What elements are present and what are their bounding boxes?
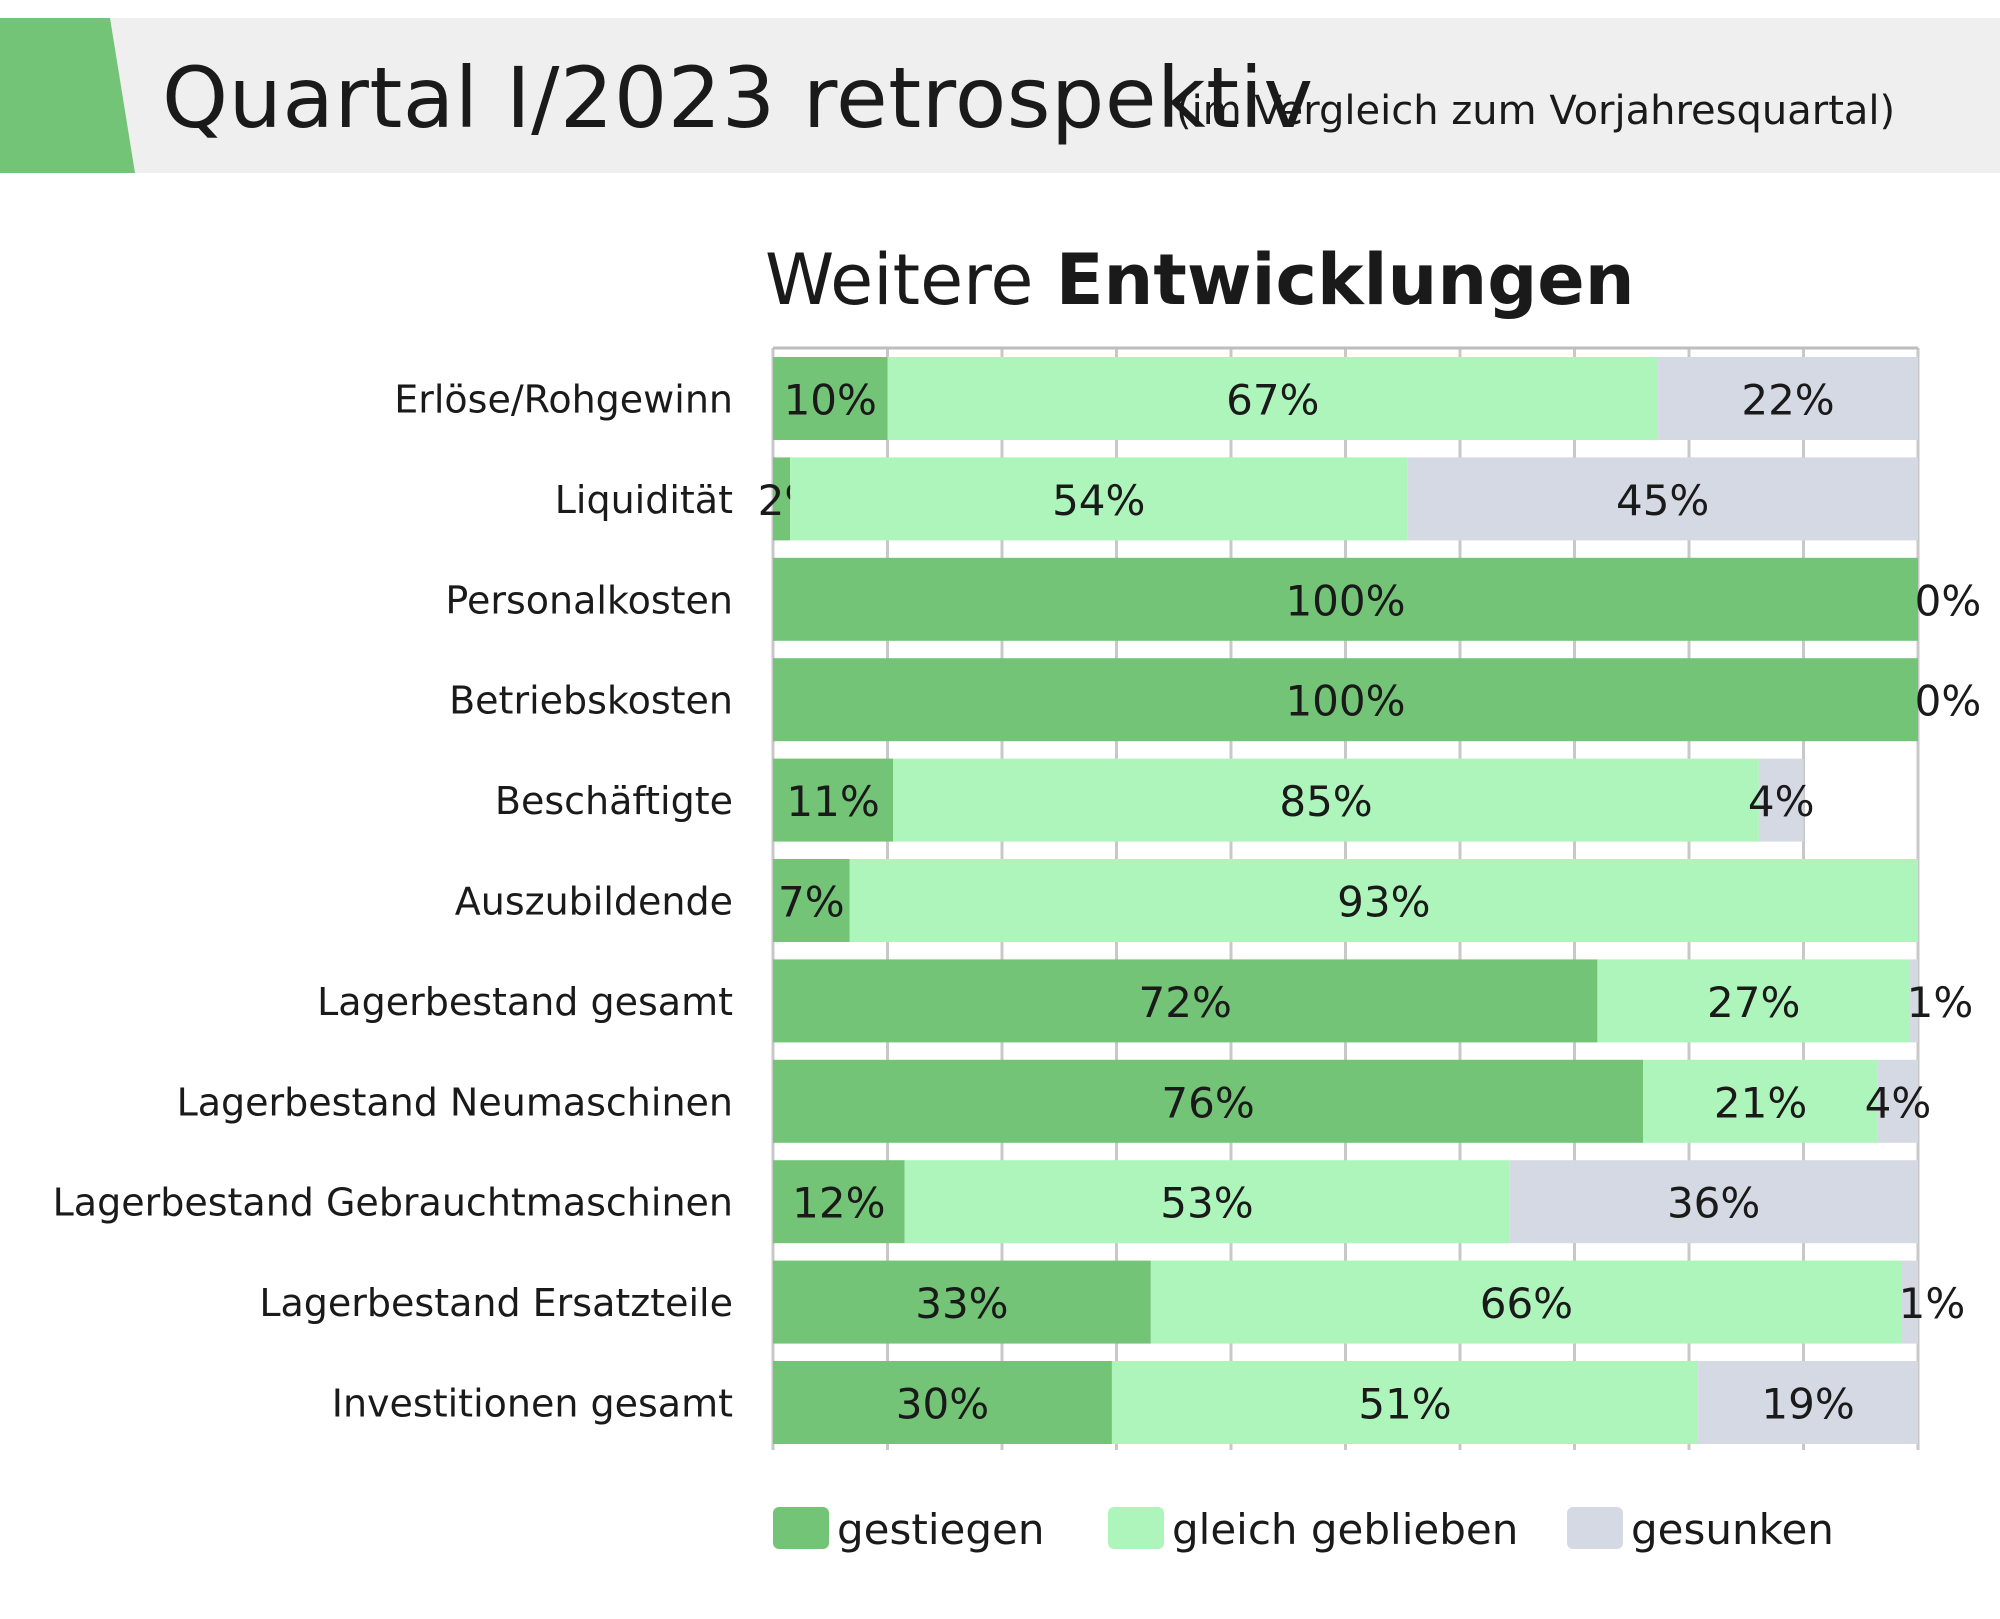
header-accent	[0, 18, 135, 173]
bar-gestiegen-lagerbestand-ersatzteile	[773, 1260, 1151, 1344]
legend-swatch-gesunken	[1567, 1507, 1623, 1549]
legend-label-gesunken: gesunken	[1631, 1505, 1834, 1554]
bar-gesunken-lagerbestand-ersatzteile	[1901, 1260, 1918, 1344]
category-label-lagerbestand-ersatzteile: Lagerbestand Ersatzteile	[259, 1281, 733, 1325]
bar-gestiegen-liquiditaet	[773, 457, 791, 541]
value-label-gleich-geblieben-lagerbestand-ersatzteile: 66%	[1480, 1279, 1573, 1328]
value-label-gestiegen-investitionen-gesamt: 30%	[896, 1380, 989, 1429]
bar-gesunken-beschaeftigte	[1758, 758, 1804, 842]
value-label-gestiegen-lagerbestand-ersatzteile: 33%	[915, 1279, 1008, 1328]
value-label-gestiegen-lagerbestand-neumaschinen: 76%	[1161, 1078, 1254, 1127]
category-label-personalkosten: Personalkosten	[445, 578, 733, 622]
category-label-liquiditaet: Liquidität	[555, 478, 733, 522]
value-label-gesunken-lagerbestand-gesamt: 1%	[1907, 978, 1974, 1027]
chart-title: Weitere Entwicklungen	[765, 235, 1635, 325]
legend-swatch-gleich-geblieben	[1108, 1507, 1164, 1549]
bar-gleich-geblieben-liquiditaet	[790, 457, 1408, 541]
value-label-gestiegen-erloese-rohgewinn: 10%	[784, 376, 877, 425]
bar-gestiegen-investitionen-gesamt	[773, 1361, 1112, 1444]
bar-gesunken-lagerbestand-neumaschinen	[1877, 1059, 1918, 1143]
value-label-gesunken-personalkosten: 0%	[1915, 576, 1982, 625]
bar-gestiegen-lagerbestand-neumaschinen	[773, 1059, 1644, 1143]
bar-gleich-geblieben-lagerbestand-neumaschinen	[1643, 1059, 1878, 1143]
value-label-gleich-geblieben-beschaeftigte: 85%	[1279, 777, 1372, 826]
category-label-beschaeftigte: Beschäftigte	[495, 779, 733, 823]
value-label-gesunken-lagerbestand-neumaschinen: 4%	[1865, 1078, 1932, 1127]
category-label-betriebskosten: Betriebskosten	[449, 679, 733, 723]
value-label-gleich-geblieben-liquiditaet: 54%	[1052, 476, 1145, 525]
bar-gesunken-liquiditaet	[1407, 457, 1918, 541]
value-label-gestiegen-betriebskosten: 100%	[1285, 677, 1405, 726]
bar-gestiegen-betriebskosten	[773, 658, 1918, 742]
page-subtitle: (im Vergleich zum Vorjahresquartal)	[1176, 88, 1896, 134]
value-label-gestiegen-lagerbestand-gebrauchtmaschinen: 12%	[792, 1179, 885, 1228]
value-label-gleich-geblieben-erloese-rohgewinn: 67%	[1226, 376, 1319, 425]
value-label-gesunken-lagerbestand-gebrauchtmaschinen: 36%	[1667, 1179, 1760, 1228]
bar-gleich-geblieben-lagerbestand-gebrauchtmaschinen	[904, 1160, 1510, 1244]
bar-gleich-geblieben-lagerbestand-ersatzteile	[1150, 1260, 1902, 1344]
bar-gestiegen-auszubildende	[773, 859, 850, 942]
category-label-lagerbestand-gesamt: Lagerbestand gesamt	[317, 980, 733, 1024]
value-label-gleich-geblieben-auszubildende: 93%	[1337, 878, 1430, 927]
bar-gesunken-lagerbestand-gebrauchtmaschinen	[1509, 1160, 1918, 1244]
value-label-gesunken-investitionen-gesamt: 19%	[1761, 1380, 1854, 1429]
bar-gesunken-erloese-rohgewinn	[1658, 357, 1918, 440]
value-label-gleich-geblieben-lagerbestand-neumaschinen: 21%	[1714, 1078, 1807, 1127]
legend-swatch-gestiegen	[773, 1507, 829, 1549]
bar-gleich-geblieben-erloese-rohgewinn	[887, 357, 1659, 440]
category-label-investitionen-gesamt: Investitionen gesamt	[332, 1382, 733, 1426]
bar-gleich-geblieben-investitionen-gesamt	[1111, 1361, 1699, 1444]
bar-gleich-geblieben-lagerbestand-gesamt	[1597, 959, 1910, 1043]
value-label-gestiegen-personalkosten: 100%	[1285, 576, 1405, 625]
value-label-gesunken-beschaeftigte: 4%	[1748, 777, 1815, 826]
value-label-gesunken-erloese-rohgewinn: 22%	[1741, 376, 1834, 425]
bar-gleich-geblieben-beschaeftigte	[893, 758, 1759, 842]
value-label-gestiegen-beschaeftigte: 11%	[786, 777, 879, 826]
bar-gestiegen-lagerbestand-gesamt	[773, 959, 1598, 1043]
bar-gleich-geblieben-auszubildende	[849, 859, 1918, 942]
value-label-gleich-geblieben-lagerbestand-gebrauchtmaschinen: 53%	[1160, 1179, 1253, 1228]
bar-gestiegen-personalkosten	[773, 557, 1918, 641]
chart-title-bold: Entwicklungen	[1055, 239, 1635, 321]
category-label-auszubildende: Auszubildende	[455, 880, 733, 924]
bar-gestiegen-lagerbestand-gebrauchtmaschinen	[773, 1160, 905, 1244]
category-label-lagerbestand-gebrauchtmaschinen: Lagerbestand Gebrauchtmaschinen	[53, 1181, 733, 1225]
value-label-gestiegen-auszubildende: 7%	[778, 878, 845, 927]
chart-title-regular: Weitere	[765, 239, 1056, 321]
bar-gesunken-investitionen-gesamt	[1698, 1361, 1918, 1444]
header-band	[0, 18, 2000, 173]
category-label-lagerbestand-neumaschinen: Lagerbestand Neumaschinen	[177, 1080, 733, 1124]
legend-label-gestiegen: gestiegen	[837, 1505, 1044, 1554]
category-label-erloese-rohgewinn: Erlöse/Rohgewinn	[394, 378, 733, 422]
legend-label-gleich-geblieben: gleich geblieben	[1172, 1505, 1518, 1554]
value-label-gleich-geblieben-investitionen-gesamt: 51%	[1358, 1380, 1451, 1429]
page-title: Quartal I/2023 retrospektiv	[162, 49, 1314, 147]
bar-gesunken-lagerbestand-gesamt	[1909, 959, 1918, 1043]
value-label-gestiegen-lagerbestand-gesamt: 72%	[1139, 978, 1232, 1027]
value-label-gleich-geblieben-lagerbestand-gesamt: 27%	[1707, 978, 1800, 1027]
value-label-gesunken-betriebskosten: 0%	[1915, 677, 1982, 726]
bar-gestiegen-beschaeftigte	[773, 758, 894, 842]
value-label-gesunken-lagerbestand-ersatzteile: 1%	[1899, 1279, 1966, 1328]
value-label-gesunken-liquiditaet: 45%	[1616, 476, 1709, 525]
bar-gestiegen-erloese-rohgewinn	[773, 357, 888, 440]
